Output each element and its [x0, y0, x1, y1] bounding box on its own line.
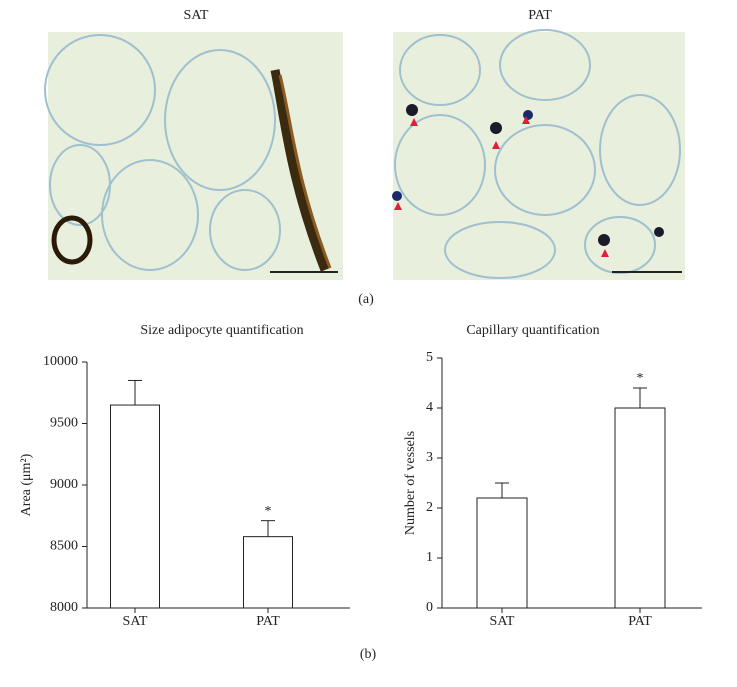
- x-tick-label: SAT: [123, 614, 148, 629]
- micrograph: [392, 29, 685, 280]
- micrograph: [44, 32, 343, 280]
- x-tick-label: PAT: [256, 614, 280, 629]
- significance-mark: *: [265, 504, 272, 519]
- x-tick-label: PAT: [628, 614, 652, 629]
- y-axis-label: Area (μm²): [19, 453, 34, 516]
- y-tick-label: 9500: [50, 416, 78, 431]
- y-tick-label: 8000: [50, 600, 78, 615]
- y-tick-label: 1: [426, 550, 433, 565]
- y-tick-label: 10000: [43, 354, 78, 369]
- y-tick-label: 9000: [50, 477, 78, 492]
- chart-title: Capillary quantification: [466, 323, 599, 338]
- y-axis-label: Number of vessels: [403, 431, 418, 535]
- bar: [476, 497, 528, 609]
- x-tick-label: SAT: [490, 614, 515, 629]
- bar: [110, 404, 160, 609]
- bar: [614, 407, 666, 609]
- y-tick-label: 5: [426, 350, 433, 365]
- image-label: PAT: [528, 8, 552, 23]
- y-tick-label: 8500: [50, 539, 78, 554]
- image-label: SAT: [184, 8, 209, 23]
- bar: [243, 536, 293, 609]
- chart-title: Size adipocyte quantification: [140, 323, 303, 338]
- y-tick-label: 0: [426, 600, 433, 615]
- y-tick-label: 3: [426, 450, 433, 465]
- panel-caption: (b): [360, 647, 377, 662]
- y-tick-label: 2: [426, 500, 433, 515]
- significance-mark: *: [637, 371, 644, 386]
- panel-caption: (a): [358, 292, 374, 307]
- y-tick-label: 4: [426, 400, 433, 415]
